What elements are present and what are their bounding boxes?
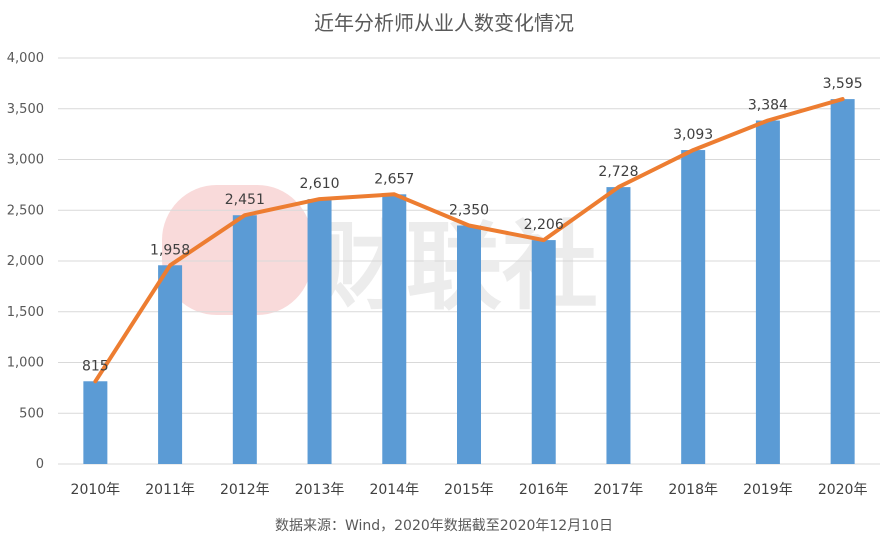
data-label: 2,657 <box>374 171 414 187</box>
bar-series <box>83 99 855 465</box>
x-tick-label: 2013年 <box>295 482 345 498</box>
data-label: 2,728 <box>598 164 638 180</box>
y-tick-label: 4,000 <box>7 51 44 66</box>
y-tick-label: 500 <box>19 406 44 421</box>
bar <box>606 187 631 464</box>
x-axis-ticks: 2010年 2011年 2012年 2013年 2014年 2015年 2016年 2017年… <box>71 482 868 498</box>
x-tick-label: 2012年 <box>220 482 270 498</box>
bar <box>158 265 183 464</box>
y-axis-ticks: 0 500 1,000 1,500 2,000 2,500 3,000 3,500 4,000 <box>7 51 44 472</box>
bar <box>681 150 706 465</box>
bar <box>755 120 780 465</box>
data-label: 3,384 <box>748 98 788 114</box>
source-note: 数据来源：Wind，2020年数据截至2020年12月10日 <box>275 518 613 534</box>
x-tick-label: 2010年 <box>71 482 121 498</box>
y-tick-label: 1,000 <box>7 356 44 371</box>
x-tick-label: 2016年 <box>519 482 569 498</box>
chart-title: 近年分析师从业人数变化情况 <box>314 11 574 35</box>
y-tick-label: 2,500 <box>7 203 44 218</box>
data-label: 2,610 <box>299 176 339 192</box>
y-tick-label: 3,500 <box>7 102 44 117</box>
bar <box>232 215 257 464</box>
x-tick-label: 2018年 <box>668 482 718 498</box>
x-tick-label: 2014年 <box>369 482 419 498</box>
data-labels: 815 1,958 2,451 2,610 2,657 2,350 2,206 2,728 3,… <box>82 76 863 374</box>
data-label: 3,595 <box>823 76 863 92</box>
y-tick-label: 1,500 <box>7 305 44 320</box>
bar <box>830 99 855 465</box>
y-tick-label: 0 <box>36 457 44 472</box>
x-tick-label: 2017年 <box>594 482 644 498</box>
bar <box>457 225 481 464</box>
bar <box>83 381 108 464</box>
x-tick-label: 2020年 <box>818 482 868 498</box>
y-tick-label: 2,000 <box>7 254 44 269</box>
x-tick-label: 2019年 <box>743 482 793 498</box>
bar <box>382 194 407 464</box>
bar <box>531 240 556 464</box>
data-label: 815 <box>82 358 109 374</box>
y-tick-label: 3,000 <box>7 153 44 168</box>
x-tick-label: 2011年 <box>145 482 195 498</box>
data-label: 2,206 <box>524 217 564 233</box>
data-label: 2,350 <box>449 202 489 218</box>
data-label: 2,451 <box>225 192 265 208</box>
data-label: 3,093 <box>673 127 713 143</box>
line-series <box>93 97 845 384</box>
data-label: 1,958 <box>150 242 190 258</box>
bar <box>307 199 332 464</box>
x-tick-label: 2015年 <box>444 482 494 498</box>
